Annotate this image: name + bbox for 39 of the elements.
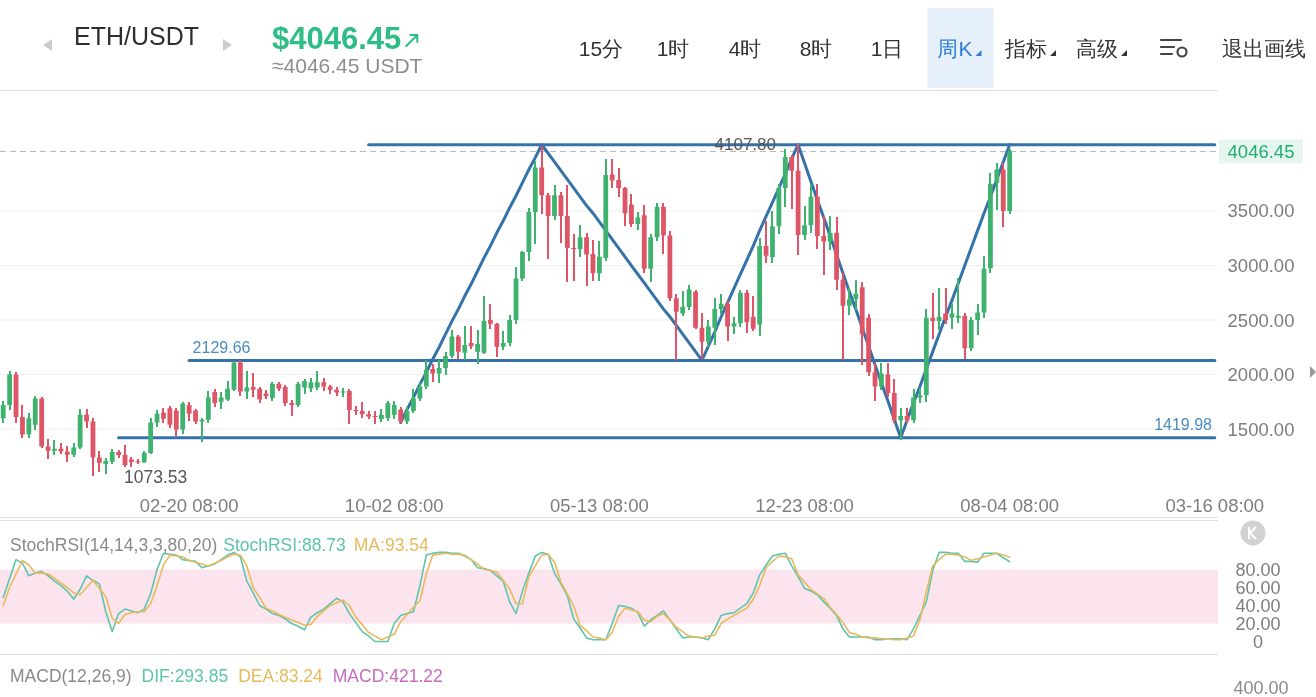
text: $4046.45 xyxy=(272,21,402,56)
annotation: 2129.66 xyxy=(192,339,251,357)
text: StochRSI(14,14,3,3,80,20) xyxy=(10,535,218,555)
text: 1日 xyxy=(870,37,904,60)
annotation: 1419.98 xyxy=(1154,416,1213,434)
y-tick-label: 1500.00 xyxy=(1227,418,1295,440)
y-tick-label: 40.00 xyxy=(1235,595,1281,616)
y-tick-label: 2500.00 xyxy=(1227,309,1295,331)
annotation: 1073.53 xyxy=(124,467,188,487)
x-tick-label: 05-13 08:00 xyxy=(550,495,649,516)
text: 400.00 xyxy=(1233,678,1289,697)
x-tick-label: 03-16 08:00 xyxy=(1165,495,1265,516)
y-tick-label: 3500.00 xyxy=(1227,200,1295,222)
ref-line-label: 4046.45 xyxy=(1227,140,1295,162)
text: MACD:421.22 xyxy=(332,666,443,686)
text: ≈4046.45 USDT xyxy=(272,54,423,77)
x-tick-label: 02-20 08:00 xyxy=(139,495,239,516)
text: 15分 xyxy=(578,37,624,60)
text: ETH/USDT xyxy=(74,22,199,50)
legend: StochRSI:88.73 MA:93.54 xyxy=(223,535,429,555)
text: 1时 xyxy=(656,37,690,60)
y-tick-label: 60.00 xyxy=(1235,577,1281,598)
x-tick-label: 12-23 08:00 xyxy=(755,495,854,516)
x-tick-label: 10-02 08:00 xyxy=(344,495,444,516)
text: 指标 xyxy=(1004,37,1047,60)
text: 周K xyxy=(937,37,973,60)
x-tick-label: 08-04 08:00 xyxy=(960,495,1060,516)
text: 高级 xyxy=(1076,37,1118,60)
y-tick-label: 0 xyxy=(1252,631,1264,652)
text: DEA:83.24 xyxy=(238,666,324,686)
y-tick-label: 80.00 xyxy=(1235,559,1281,580)
text: 4时 xyxy=(728,37,762,60)
y-tick-label: 2000.00 xyxy=(1227,364,1295,386)
text: 8时 xyxy=(799,37,833,60)
y-tick-label: 20.00 xyxy=(1235,613,1281,634)
y-tick-label: 3000.00 xyxy=(1227,254,1295,276)
text: 退出画线 xyxy=(1222,37,1306,60)
text: DIF:293.85 xyxy=(141,666,229,686)
text: MACD(12,26,9) xyxy=(10,666,132,686)
